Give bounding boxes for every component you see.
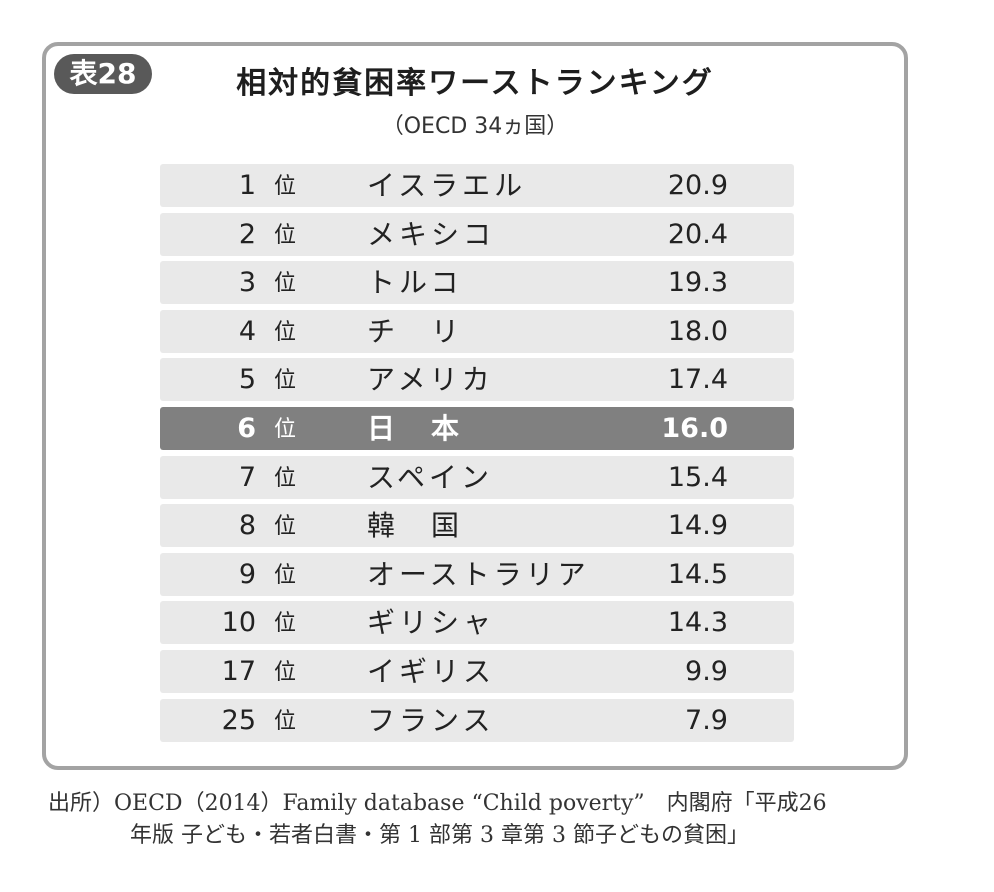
table-row: 9 位 オーストラリア 14.5 — [160, 552, 794, 596]
ranking-table: 1 位 イスラエル 20.9 2 位 メキシコ 20.4 3 位 トルコ 19.… — [160, 164, 794, 747]
country-name: アメリカ — [367, 363, 494, 397]
country-name: イギリス — [367, 654, 496, 688]
rank-number: 8 — [238, 510, 256, 542]
rank-suffix: 位 — [274, 416, 297, 442]
rank-suffix: 位 — [274, 368, 297, 394]
rank-suffix: 位 — [274, 514, 297, 540]
source-note: 出所）OECD（2014）Family database “Child pove… — [48, 788, 928, 852]
rank-number: 17 — [221, 655, 256, 687]
country-name: ギリシャ — [367, 606, 496, 640]
rank-number: 5 — [238, 364, 256, 396]
poverty-rate-value: 18.0 — [667, 315, 728, 347]
country-name: 韓 国 — [367, 509, 464, 543]
poverty-rate-value: 20.4 — [667, 218, 728, 250]
rank-number: 6 — [237, 412, 256, 444]
rank-number: 1 — [238, 170, 256, 201]
rank-number: 25 — [221, 704, 256, 736]
rank-number: 3 — [238, 267, 256, 299]
figure-frame — [42, 42, 908, 770]
source-line-1: 出所）OECD（2014）Family database “Child pove… — [48, 791, 827, 816]
rank-suffix: 位 — [274, 222, 297, 248]
rank-suffix: 位 — [274, 319, 297, 345]
rank-number: 9 — [238, 558, 256, 590]
rank-number: 2 — [238, 218, 256, 250]
rank-suffix: 位 — [274, 562, 297, 588]
poverty-rate-value: 14.3 — [667, 607, 728, 639]
country-name: イスラエル — [367, 169, 527, 202]
rank-suffix: 位 — [274, 708, 297, 734]
poverty-rate-value: 19.3 — [667, 267, 728, 299]
table-row: 3 位 トルコ 19.3 — [160, 261, 794, 305]
rank-number: 7 — [238, 461, 256, 493]
table-row: 5 位 アメリカ 17.4 — [160, 358, 794, 402]
table-row: 4 位 チ リ 18.0 — [160, 309, 794, 353]
table-row: 7 位 スペイン 15.4 — [160, 455, 794, 499]
rank-number: 10 — [221, 607, 256, 639]
figure-subtitle: （OECD 34ヵ国） — [381, 114, 569, 139]
table-row: 17 位 イギリス 9.9 — [160, 649, 794, 693]
table-row: 2 位 メキシコ 20.4 — [160, 212, 794, 256]
table-row: 1 位 イスラエル 20.9 — [160, 164, 794, 207]
rank-suffix: 位 — [274, 174, 297, 199]
country-name: オーストラリア — [367, 557, 590, 591]
poverty-rate-value: 7.9 — [685, 704, 728, 736]
country-name: 日 本 — [367, 411, 464, 445]
rank-suffix: 位 — [274, 465, 297, 491]
rank-number: 4 — [238, 315, 256, 347]
table-row: 8 位 韓 国 14.9 — [160, 504, 794, 548]
table-number-badge: 表28 — [54, 54, 152, 94]
table-row: 25 位 フランス 7.9 — [160, 698, 794, 742]
table-row: 10 位 ギリシャ 14.3 — [160, 601, 794, 645]
rank-suffix: 位 — [274, 659, 297, 685]
poverty-rate-value: 17.4 — [667, 364, 728, 396]
poverty-rate-value: 14.5 — [667, 558, 728, 590]
poverty-rate-value: 14.9 — [667, 510, 728, 542]
poverty-rate-value: 15.4 — [667, 461, 728, 493]
rank-suffix: 位 — [274, 611, 297, 637]
country-name: スペイン — [367, 460, 494, 494]
country-name: トルコ — [367, 266, 463, 300]
poverty-rate-value: 20.9 — [667, 170, 728, 201]
country-name: メキシコ — [367, 217, 496, 251]
country-name: フランス — [367, 703, 495, 737]
poverty-rate-value: 9.9 — [685, 655, 728, 687]
table-row-highlighted: 6 位 日 本 16.0 — [160, 406, 794, 450]
figure-title: 相対的貧困率ワーストランキング — [236, 66, 714, 101]
rank-suffix: 位 — [274, 271, 297, 297]
poverty-rate-value: 16.0 — [661, 412, 728, 444]
source-line-2: 年版 子ども・若者白書・第 1 部第 3 章第 3 節子どもの貧困」 — [130, 823, 749, 848]
country-name: チ リ — [367, 314, 464, 348]
